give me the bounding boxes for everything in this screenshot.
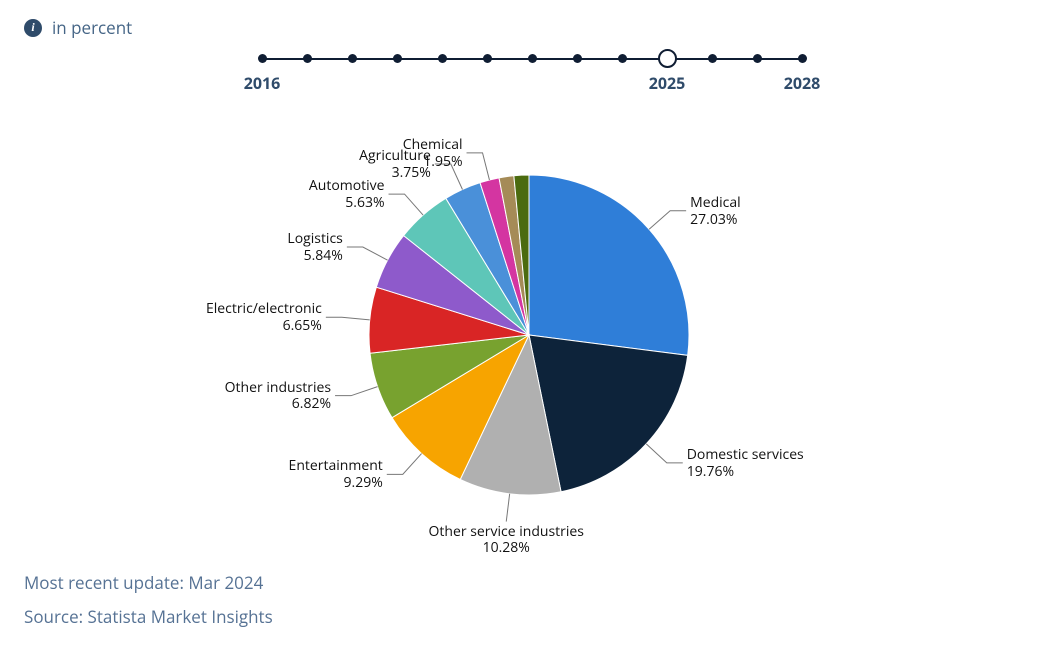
pie-slice-label: Medical27.03% — [690, 195, 741, 229]
pie-slice[interactable] — [529, 175, 689, 355]
pie-svg — [0, 120, 1058, 550]
pie-slice-value: 6.82% — [225, 396, 331, 413]
chart-footer: Most recent update: Mar 2024 Source: Sta… — [24, 566, 273, 634]
pie-leader — [467, 153, 490, 180]
pie-slice-label: Electric/electronic6.65% — [206, 301, 322, 335]
timeline-tick[interactable] — [798, 54, 807, 63]
timeline-tick[interactable] — [303, 54, 312, 63]
pie-slice-value: 5.63% — [309, 195, 385, 212]
timeline-tick[interactable] — [438, 54, 447, 63]
info-icon[interactable]: i — [24, 19, 42, 37]
pie-leader — [649, 211, 686, 229]
timeline-tick[interactable] — [258, 54, 267, 63]
timeline-label-selected: 2025 — [649, 72, 686, 94]
timeline-tick[interactable] — [483, 54, 492, 63]
pie-slice-value: 19.76% — [687, 464, 804, 481]
pie-chart: Medical27.03% Domestic services19.76% Othe… — [0, 120, 1058, 550]
pie-leader — [387, 454, 422, 475]
timeline-tick[interactable] — [393, 54, 402, 63]
pie-leader — [347, 247, 388, 260]
timeline-tick[interactable] — [528, 54, 537, 63]
update-line: Most recent update: Mar 2024 — [24, 566, 273, 600]
pie-slice-value: 27.03% — [690, 212, 741, 229]
timeline-tick[interactable] — [618, 54, 627, 63]
pie-slice-label: Chemical1.95% — [403, 137, 463, 171]
unit-label-text: in percent — [52, 16, 132, 39]
pie-leader — [326, 317, 370, 320]
pie-leader — [389, 194, 424, 215]
unit-label-row: i in percent — [24, 16, 132, 39]
chart-container: i in percent 201620252028 Medical27.03%D… — [0, 0, 1058, 652]
timeline-selected-marker[interactable] — [658, 49, 677, 68]
pie-slice-value: 10.28% — [429, 540, 584, 557]
source-line: Source: Statista Market Insights — [24, 600, 273, 634]
pie-slice-label: Logistics5.84% — [287, 231, 342, 265]
pie-leader — [646, 444, 683, 463]
pie-slice-value: 6.65% — [206, 318, 322, 335]
pie-slice-label: Other industries6.82% — [225, 380, 331, 414]
timeline-tick[interactable] — [348, 54, 357, 63]
pie-slice-label: Entertainment9.29% — [289, 458, 383, 492]
pie-slice-label: Other service industries10.28% — [429, 524, 584, 558]
timeline-label-start: 2016 — [244, 72, 281, 94]
timeline-label-end: 2028 — [784, 72, 821, 94]
pie-slice-value: 9.29% — [289, 475, 383, 492]
timeline-tick[interactable] — [708, 54, 717, 63]
year-timeline[interactable]: 201620252028 — [262, 58, 802, 60]
pie-slice-label: Domestic services19.76% — [687, 447, 804, 481]
pie-leader — [506, 494, 509, 522]
pie-leader — [335, 387, 378, 396]
pie-slice-value: 1.95% — [403, 154, 463, 171]
pie-slice-value: 5.84% — [287, 248, 342, 265]
timeline-tick[interactable] — [753, 54, 762, 63]
pie-slice-label: Automotive5.63% — [309, 178, 385, 212]
timeline-tick[interactable] — [573, 54, 582, 63]
